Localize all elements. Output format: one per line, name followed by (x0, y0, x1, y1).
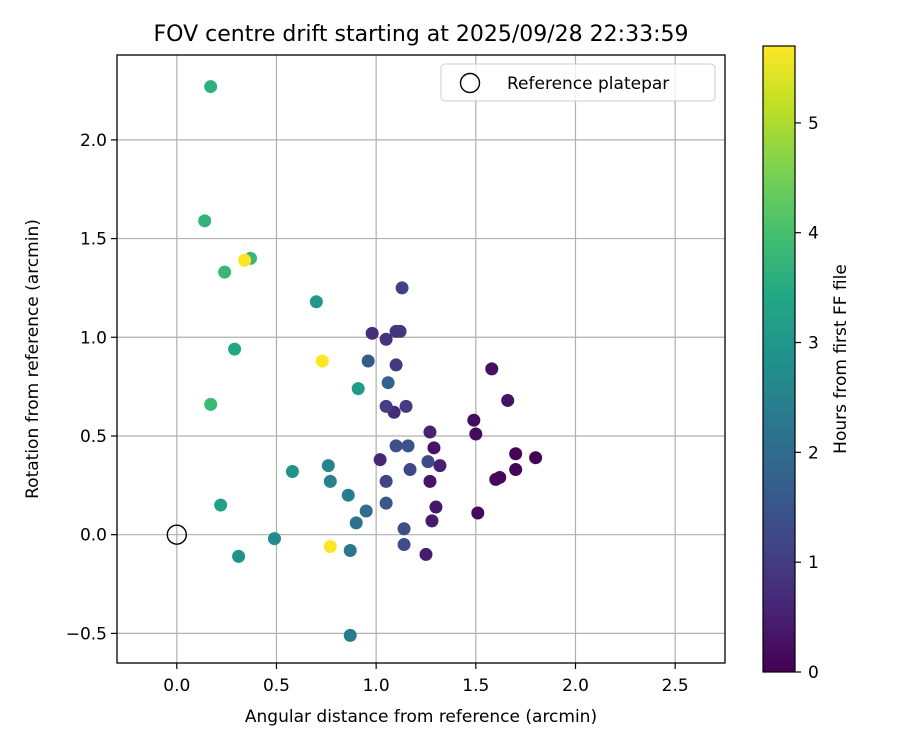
data-point (204, 80, 218, 94)
data-point (397, 538, 411, 552)
y-tick-label: 2.0 (80, 131, 107, 151)
data-point (343, 628, 357, 642)
y-axis-label: Rotation from reference (arcmin) (23, 219, 43, 499)
reference-marker (166, 524, 188, 545)
data-point (423, 425, 437, 439)
data-point (238, 253, 252, 267)
data-point (425, 514, 439, 528)
y-tick-label: −0.5 (66, 624, 107, 644)
data-point (509, 447, 523, 461)
colorbar-tick-label: 2 (808, 443, 819, 463)
data-point (421, 455, 435, 469)
data-point (419, 547, 433, 561)
data-point (232, 549, 246, 563)
data-point (379, 474, 393, 488)
x-axis-label: Angular distance from reference (arcmin) (245, 707, 597, 727)
y-tick-label: 0.5 (80, 427, 107, 447)
data-point (469, 427, 483, 441)
colorbar-gradient (763, 46, 795, 672)
plot-frame (116, 54, 726, 664)
data-point (323, 474, 337, 488)
data-point (467, 413, 481, 427)
x-tick-label: 2.5 (662, 676, 689, 696)
data-point (471, 506, 485, 520)
x-tick-label: 0.5 (263, 676, 290, 696)
data-point (349, 516, 363, 530)
data-point (485, 362, 499, 376)
data-point (379, 496, 393, 510)
data-point (214, 498, 228, 512)
data-point (285, 465, 299, 479)
data-point (381, 376, 395, 390)
data-point (204, 397, 218, 411)
colorbar-tick-label: 3 (808, 334, 819, 354)
data-point (218, 265, 232, 279)
legend: Reference platepar (440, 63, 716, 102)
data-point (321, 459, 335, 473)
colorbar-frame (762, 45, 796, 673)
data-point (395, 281, 409, 295)
x-tick-label: 1.0 (363, 676, 390, 696)
data-point (399, 399, 413, 413)
grid-lines (117, 55, 725, 663)
colorbar-tick-label: 1 (808, 553, 819, 573)
data-point (267, 532, 281, 546)
data-point (427, 441, 441, 455)
colorbar-label: Hours from first FF file (831, 264, 851, 454)
data-point (343, 543, 357, 557)
y-tick-label: 1.5 (80, 230, 107, 250)
legend-reference-symbol (459, 72, 481, 94)
colorbar-ticks: 0 1 2 3 4 5 (795, 114, 819, 683)
data-point (373, 453, 387, 467)
data-point (501, 393, 515, 407)
chart-title: FOV centre drift starting at 2025/09/28 … (154, 22, 689, 47)
data-point (389, 358, 403, 372)
x-tick-label: 1.5 (462, 676, 489, 696)
y-tick-label: 1.0 (80, 328, 107, 348)
data-point (351, 382, 365, 396)
legend-box (440, 63, 716, 102)
data-point (198, 214, 212, 228)
data-point (359, 504, 373, 518)
data-point (309, 295, 323, 309)
colorbar-tick-label: 0 (808, 663, 819, 683)
y-axis-ticks: −0.5 0.0 0.5 1.0 1.5 2.0 (66, 131, 117, 644)
data-point (401, 439, 415, 453)
data-point (341, 488, 355, 502)
data-point (397, 522, 411, 536)
data-point (429, 500, 443, 514)
data-point (361, 354, 375, 368)
data-point (315, 354, 329, 368)
y-tick-label: 0.0 (80, 526, 107, 546)
data-point (365, 326, 379, 340)
data-point (423, 474, 437, 488)
colorbar-tick-label: 5 (808, 114, 819, 134)
scatter-points (198, 80, 543, 642)
legend-label: Reference platepar (507, 74, 669, 94)
x-tick-label: 0.0 (163, 676, 190, 696)
x-axis-ticks: 0.0 0.5 1.0 1.5 2.0 2.5 (163, 663, 689, 696)
data-point (389, 439, 403, 453)
colorbar-tick-label: 4 (808, 224, 819, 244)
data-point (379, 332, 393, 346)
data-point (228, 342, 242, 356)
data-point (489, 472, 503, 486)
reference-platepar-point (166, 524, 188, 545)
data-point (403, 463, 417, 477)
data-point (393, 324, 407, 338)
x-tick-label: 2.0 (562, 676, 589, 696)
data-point (433, 459, 447, 473)
data-point (323, 540, 337, 554)
data-point (509, 463, 523, 477)
data-point (379, 399, 393, 413)
colorbar: 0 1 2 3 4 5 Hours from first FF file (762, 45, 851, 683)
data-point (529, 451, 543, 465)
